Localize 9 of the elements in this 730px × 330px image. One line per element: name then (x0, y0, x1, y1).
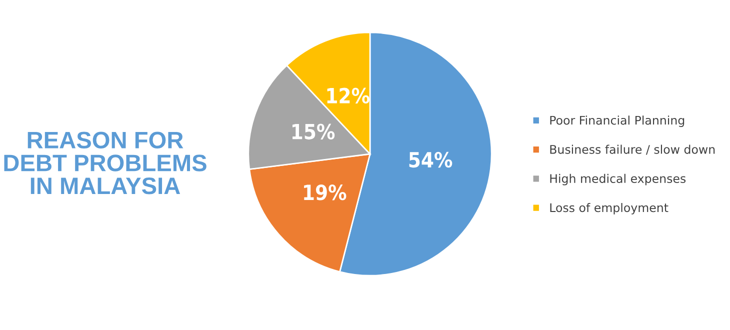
data-label: 15% (292, 124, 335, 140)
legend-label: Loss of employment (550, 202, 668, 214)
text: REASON FOR DEBT PROBLEMS IN MALAYSIA (4, 132, 206, 194)
data-label: 12% (327, 88, 370, 104)
data-label: 54% (409, 152, 452, 168)
legend-label: High medical expenses (550, 174, 686, 186)
legend-label: Business failure / slow down (550, 144, 715, 155)
data-label: 19% (304, 184, 346, 200)
legend-label: Poor Financial Planning (550, 116, 684, 128)
